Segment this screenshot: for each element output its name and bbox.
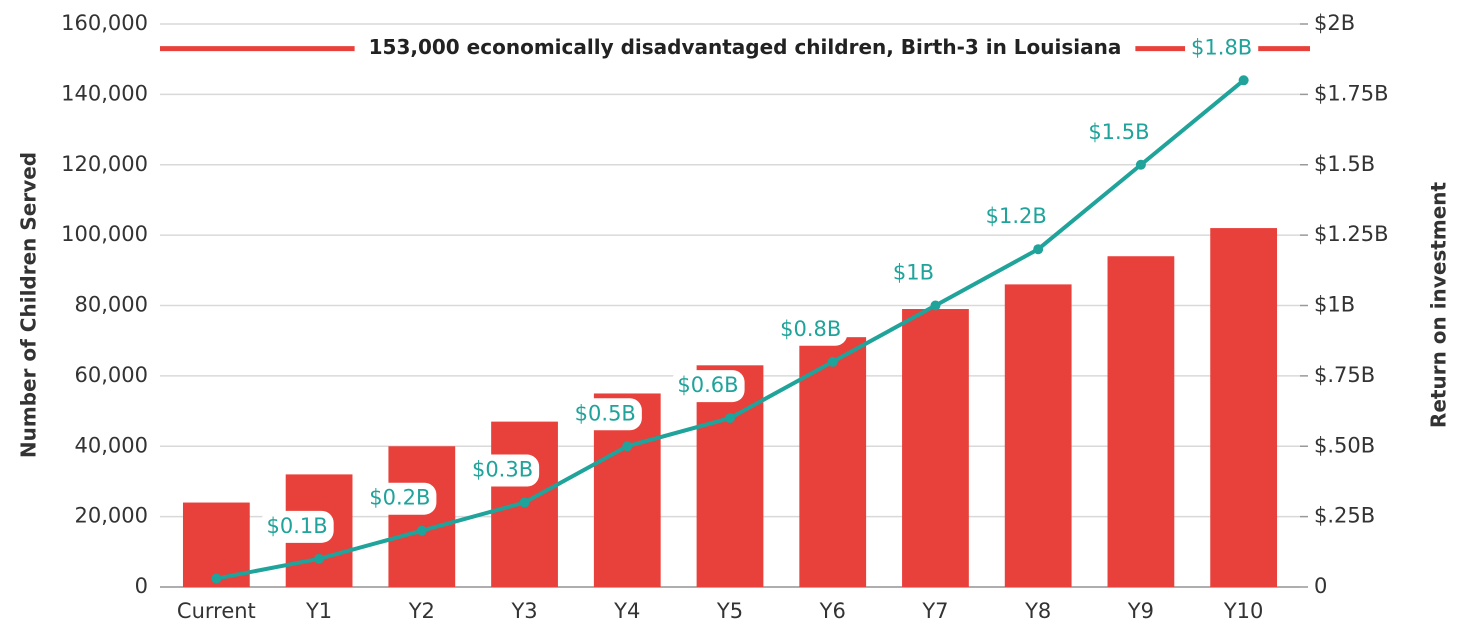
bar [1005, 284, 1072, 587]
value-label: $1B [893, 261, 934, 285]
y-tick-label: 60,000 [75, 363, 148, 387]
point [930, 301, 940, 311]
y-tick-label: 80,000 [75, 293, 148, 317]
annotation-text: 153,000 economically disadvantaged child… [369, 35, 1122, 59]
bar [388, 446, 455, 587]
point [520, 498, 530, 508]
x-tick-label: Y7 [921, 599, 948, 623]
y2-tick-label: $2B [1314, 11, 1355, 35]
y2-tick-label: $.50B [1314, 433, 1375, 457]
y2-tick-label: $1.5B [1314, 152, 1375, 176]
point [725, 413, 735, 423]
value-label: $0.5B [575, 401, 636, 425]
x-tick-label: Y6 [819, 599, 846, 623]
y-tick-label: 140,000 [61, 81, 148, 105]
x-tick-label: Y4 [613, 599, 640, 623]
point [211, 574, 221, 584]
y2-tick-label: $1.25B [1314, 222, 1389, 246]
value-label: $0.1B [267, 514, 328, 538]
bar [1210, 228, 1277, 587]
point [1033, 244, 1043, 254]
y-tick-label: 160,000 [61, 11, 148, 35]
y-tick-label: 40,000 [75, 433, 148, 457]
y-tick-label: 120,000 [61, 152, 148, 176]
y2-tick-label: $1.75B [1314, 81, 1389, 105]
chart: Number of Children Served Return on inve… [0, 0, 1463, 627]
x-tick-label: Y2 [408, 599, 435, 623]
point [622, 441, 632, 451]
y-axis-title: Number of Children Served [17, 152, 41, 458]
x-tick-label: Y5 [716, 599, 743, 623]
point [314, 554, 324, 564]
bar [902, 309, 969, 587]
y-tick-label: 100,000 [61, 222, 148, 246]
x-tick-label: Y1 [305, 599, 332, 623]
value-label: $1.5B [1088, 120, 1149, 144]
x-tick-label: Y9 [1127, 599, 1154, 623]
bar [1108, 256, 1175, 587]
y-tick-label: 0 [135, 574, 148, 598]
point [1239, 75, 1249, 85]
point [828, 357, 838, 367]
y2-tick-label: $1B [1314, 293, 1355, 317]
point [1136, 160, 1146, 170]
y2-tick-label: $.25B [1314, 504, 1375, 528]
value-label: $0.2B [369, 486, 430, 510]
value-label: $0.6B [677, 373, 738, 397]
value-label: $1.2B [986, 204, 1047, 228]
y2-axis-title: Return on investment [1427, 181, 1451, 428]
y2-tick-label: $.75B [1314, 363, 1375, 387]
y2-tick-label: 0 [1314, 574, 1327, 598]
x-tick-label: Y3 [510, 599, 537, 623]
value-label: $0.8B [780, 317, 841, 341]
point [417, 526, 427, 536]
x-tick-label: Current [177, 599, 256, 623]
y-tick-label: 20,000 [75, 504, 148, 528]
value-label: $1.8B [1191, 35, 1252, 59]
x-tick-label: Y8 [1024, 599, 1051, 623]
x-tick-label: Y10 [1223, 599, 1264, 623]
value-label: $0.3B [472, 458, 533, 482]
